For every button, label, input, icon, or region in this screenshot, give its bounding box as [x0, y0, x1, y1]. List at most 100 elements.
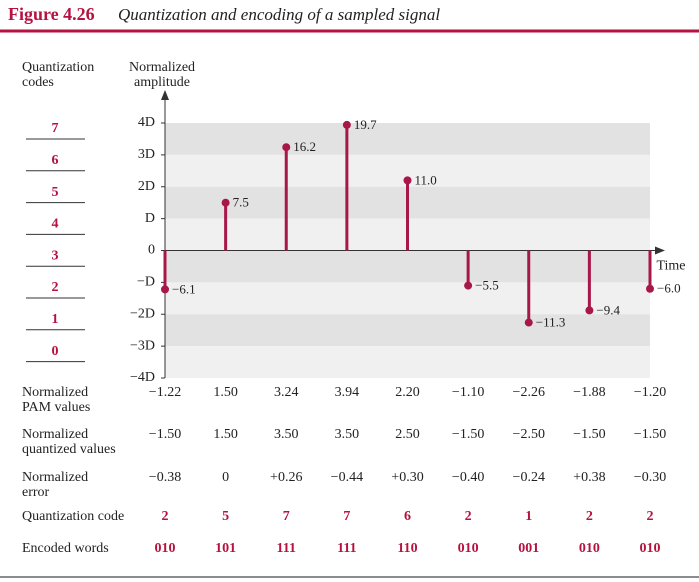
- table-cell: +0.38: [573, 470, 605, 485]
- stem-head: [161, 285, 169, 294]
- table-cell: 3.50: [274, 427, 299, 442]
- y-tick-label: 3D: [138, 147, 155, 162]
- table-cell: 2.50: [395, 427, 420, 442]
- table-cell: +0.30: [391, 470, 423, 485]
- value-label: 7.5: [233, 195, 249, 210]
- table-cell: −0.44: [331, 470, 363, 485]
- table-cell: 2: [162, 509, 169, 524]
- value-label: −9.4: [596, 302, 620, 317]
- band: [165, 123, 650, 155]
- band: [165, 282, 650, 315]
- table-cell: 3.94: [335, 385, 360, 400]
- codes-title: codes: [22, 75, 54, 90]
- table-cell: 010: [640, 541, 661, 556]
- row-label: error: [22, 485, 50, 500]
- value-label: 11.0: [415, 172, 437, 187]
- table-cell: −1.20: [634, 385, 666, 400]
- stem-head: [403, 176, 412, 185]
- codes-title: Quantization: [22, 60, 94, 75]
- table-cell: 2: [647, 509, 654, 524]
- stem-head: [464, 281, 473, 290]
- stem-head: [342, 120, 351, 129]
- table-cell: +0.26: [270, 470, 302, 485]
- table-cell: 2.20: [395, 385, 420, 400]
- x-axis-label: Time: [656, 259, 685, 274]
- table-cell: −1.88: [573, 385, 605, 400]
- y-tick-label: −3D: [130, 338, 155, 353]
- value-label: −6.0: [657, 281, 681, 296]
- figure-caption: Quantization and encoding of a sampled s…: [118, 5, 440, 24]
- y-tick-label: −D: [137, 275, 155, 290]
- table-cell: −0.38: [149, 470, 181, 485]
- quantization-code: 2: [52, 280, 59, 295]
- table-cell: −1.22: [149, 385, 181, 400]
- y-axis-label: amplitude: [134, 75, 190, 90]
- y-tick-label: −2D: [130, 306, 155, 321]
- table-cell: −2.26: [513, 385, 545, 400]
- table-cell: 5: [222, 509, 229, 524]
- table-cell: 111: [337, 541, 356, 556]
- table-cell: 2: [586, 509, 593, 524]
- value-label: −5.5: [475, 278, 499, 293]
- row-label: Encoded words: [22, 541, 109, 556]
- table-cell: 6: [404, 509, 411, 524]
- table-cell: 101: [215, 541, 236, 556]
- y-tick-label: 4D: [138, 115, 155, 130]
- stem-head: [646, 284, 654, 293]
- stem-head: [585, 306, 594, 315]
- table-cell: 010: [155, 541, 176, 556]
- table-cell: −0.40: [452, 470, 484, 485]
- table-cell: 0: [222, 470, 229, 485]
- quantization-code: 4: [52, 217, 59, 232]
- figure-label: Figure 4.26: [8, 4, 95, 24]
- table-cell: 7: [283, 509, 290, 524]
- value-label: −11.3: [536, 315, 566, 330]
- value-label: 16.2: [293, 139, 316, 154]
- quantization-code: 1: [52, 312, 59, 327]
- table-cell: 2: [465, 509, 472, 524]
- table-cell: 001: [518, 541, 539, 556]
- quantization-code: 6: [52, 153, 59, 168]
- table-cell: −1.10: [452, 385, 484, 400]
- table-cell: 111: [277, 541, 296, 556]
- table-cell: −1.50: [634, 427, 666, 442]
- table-cell: −0.30: [634, 470, 666, 485]
- table-cell: 7: [343, 509, 350, 524]
- y-tick-label: D: [145, 211, 155, 226]
- value-label: 19.7: [354, 117, 377, 132]
- quantization-code: 7: [52, 121, 59, 136]
- band: [165, 314, 650, 347]
- y-axis-arrow: [161, 90, 169, 100]
- table-cell: 110: [397, 541, 417, 556]
- band: [165, 250, 650, 283]
- y-tick-label: −4D: [130, 370, 155, 385]
- quantization-code: 5: [52, 185, 59, 200]
- y-axis-label: Normalized: [129, 60, 195, 75]
- table-cell: −2.50: [513, 427, 545, 442]
- x-axis-arrow: [655, 246, 665, 255]
- table-cell: 010: [458, 541, 479, 556]
- quantization-code: 0: [52, 344, 59, 359]
- row-label: Normalized: [22, 385, 88, 400]
- table-cell: −1.50: [452, 427, 484, 442]
- stem-head: [221, 198, 230, 207]
- table-cell: 3.50: [335, 427, 360, 442]
- table-cell: −1.50: [149, 427, 181, 442]
- table-cell: 1.50: [213, 427, 238, 442]
- band: [165, 346, 650, 378]
- table-cell: −1.50: [573, 427, 605, 442]
- table-cell: 1.50: [213, 385, 238, 400]
- y-tick-label: 2D: [138, 179, 155, 194]
- table-cell: 1: [525, 509, 532, 524]
- y-tick-label: 0: [148, 243, 155, 258]
- table-cell: 010: [579, 541, 600, 556]
- table-cell: −0.24: [513, 470, 545, 485]
- stem-head: [524, 318, 533, 327]
- row-label: PAM values: [22, 400, 90, 415]
- row-label: Quantization code: [22, 509, 124, 524]
- value-label: −6.1: [172, 281, 196, 296]
- row-label: Normalized: [22, 470, 88, 485]
- quantization-code: 3: [52, 248, 59, 263]
- stem-head: [282, 143, 291, 152]
